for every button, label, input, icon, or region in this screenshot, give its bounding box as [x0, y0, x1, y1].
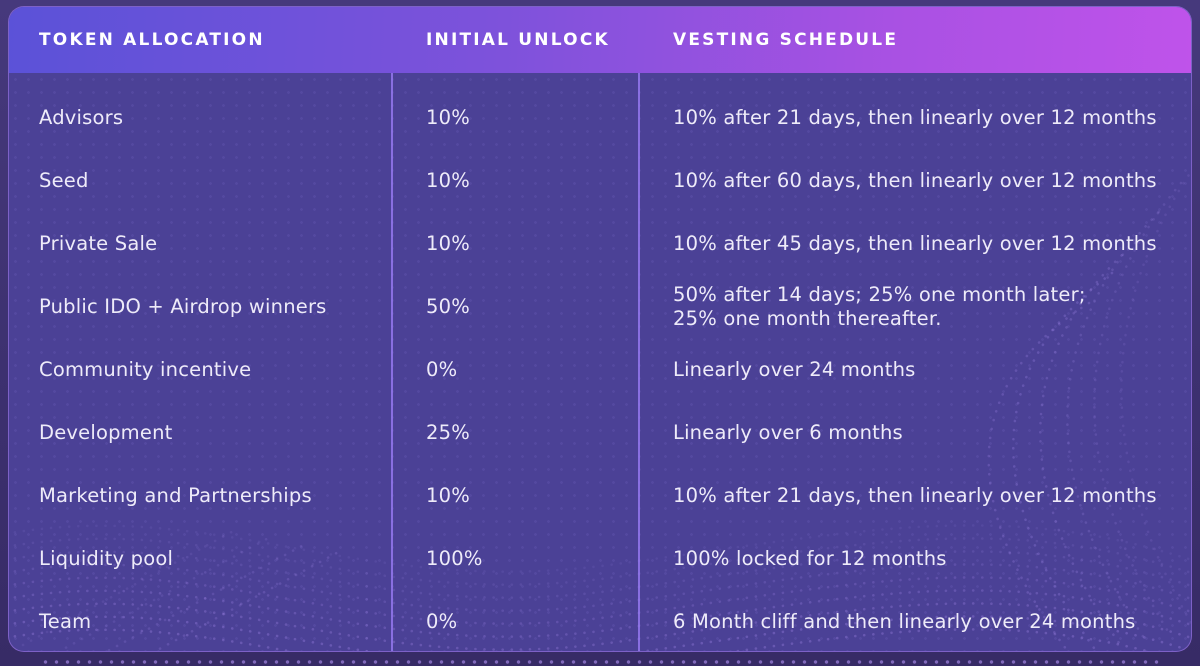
table-row: Community incentive 0% Linearly over 24 … — [9, 338, 1191, 401]
allocation-cell: Team — [39, 609, 92, 633]
allocation-cell: Advisors — [39, 105, 124, 129]
vesting-cell: Linearly over 6 months — [673, 420, 903, 444]
unlock-cell: 0% — [426, 357, 458, 381]
table-row: Private Sale 10% 10% after 45 days, then… — [9, 212, 1191, 275]
allocation-cell: Public IDO + Airdrop winners — [39, 294, 327, 318]
table-row: Seed 10% 10% after 60 days, then linearl… — [9, 149, 1191, 212]
vesting-cell: 100% locked for 12 months — [673, 546, 947, 570]
column-header-initial-unlock: INITIAL UNLOCK — [426, 30, 610, 50]
table-row: Marketing and Partnerships 10% 10% after… — [9, 464, 1191, 527]
table-row: Liquidity pool 100% 100% locked for 12 m… — [9, 527, 1191, 590]
vesting-cell: 10% after 21 days, then linearly over 12… — [673, 105, 1157, 129]
unlock-cell: 10% — [426, 483, 470, 507]
vesting-cell: 6 Month cliff and then linearly over 24 … — [673, 609, 1136, 633]
allocation-cell: Seed — [39, 168, 89, 192]
vesting-cell: 10% after 45 days, then linearly over 12… — [673, 231, 1157, 255]
allocation-cell: Liquidity pool — [39, 546, 174, 570]
unlock-cell: 10% — [426, 231, 470, 255]
vesting-cell: Linearly over 24 months — [673, 357, 916, 381]
column-header-vesting-schedule: VESTING SCHEDULE — [673, 30, 899, 50]
table-body: Advisors 10% 10% after 21 days, then lin… — [9, 73, 1191, 651]
vesting-cell: 10% after 60 days, then linearly over 12… — [673, 168, 1157, 192]
unlock-cell: 10% — [426, 168, 470, 192]
unlock-cell: 25% — [426, 420, 470, 444]
allocation-cell: Development — [39, 420, 173, 444]
table-row: Team 0% 6 Month cliff and then linearly … — [9, 590, 1191, 651]
vesting-cell: 10% after 21 days, then linearly over 12… — [673, 483, 1157, 507]
vesting-cell: 50% after 14 days; 25% one month later; … — [673, 282, 1086, 330]
column-header-token-allocation: TOKEN ALLOCATION — [39, 30, 265, 50]
table-row: Development 25% Linearly over 6 months — [9, 401, 1191, 464]
unlock-cell: 50% — [426, 294, 470, 318]
allocation-cell: Community incentive — [39, 357, 252, 381]
allocation-cell: Private Sale — [39, 231, 158, 255]
table-row: Public IDO + Airdrop winners 50% 50% aft… — [9, 275, 1191, 338]
unlock-cell: 0% — [426, 609, 458, 633]
unlock-cell: 10% — [426, 105, 470, 129]
unlock-cell: 100% — [426, 546, 483, 570]
table-header-row: TOKEN ALLOCATION INITIAL UNLOCK VESTING … — [9, 7, 1191, 73]
table-row: Advisors 10% 10% after 21 days, then lin… — [9, 86, 1191, 149]
token-allocation-table: TOKEN ALLOCATION INITIAL UNLOCK VESTING … — [8, 6, 1192, 652]
allocation-cell: Marketing and Partnerships — [39, 483, 312, 507]
